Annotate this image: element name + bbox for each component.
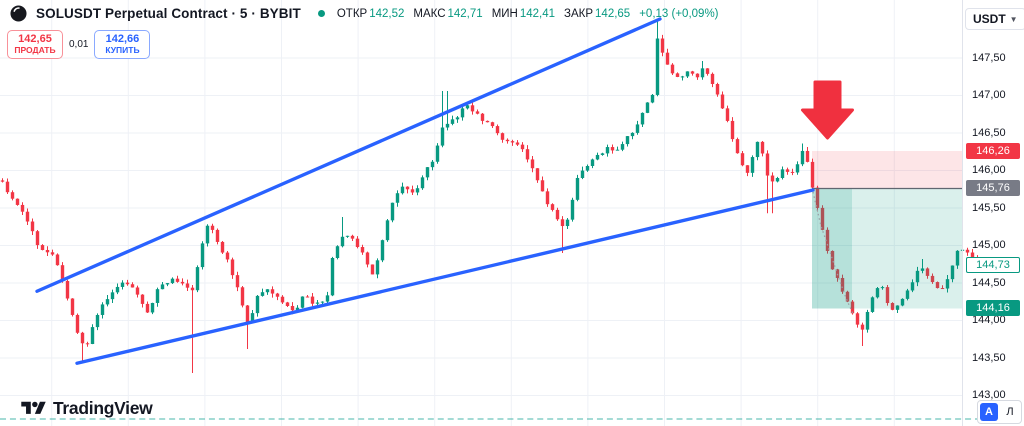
session-baseline [0, 418, 981, 420]
sell-button[interactable]: 142,65 ПРОДАТЬ [7, 30, 63, 59]
short-position-zones[interactable] [812, 151, 962, 309]
low-label: МИН [491, 7, 518, 20]
axis-tick-label: 145,00 [972, 239, 1006, 251]
low-value: 142,41 [519, 7, 556, 20]
currency-label: USDT [973, 12, 1006, 26]
tradingview-brand: TradingView [21, 398, 153, 419]
chevron-down-icon: ▼ [1009, 14, 1018, 24]
buy-label: КУПИТЬ [105, 44, 140, 55]
sell-price: 142,65 [18, 33, 52, 46]
symbol-title[interactable]: SOLUSDT Perpetual Contract · 5 · BYBIT [36, 6, 301, 21]
axis-tick-label: 144,50 [972, 276, 1006, 289]
red-arrow-down-icon[interactable] [801, 80, 854, 140]
buy-price: 142,66 [105, 33, 140, 46]
axis-tick-label: 146,00 [972, 164, 1006, 176]
currency-dropdown[interactable]: USDT ▼ [965, 8, 1024, 30]
entry-price-badge: 145,76 [966, 180, 1020, 196]
axis-tick-label: 143,50 [972, 351, 1006, 364]
sell-label: ПРОДАТЬ [14, 44, 56, 55]
brand-name: TradingView [53, 398, 153, 418]
chart-header: SOLUSDT Perpetual Contract · 5 · BYBIT О… [10, 5, 719, 22]
close-value: 142,65 [595, 7, 631, 20]
high-value: 142,71 [447, 7, 483, 20]
trade-panel: 142,65 ПРОДАТЬ 0,01 142,66 КУПИТЬ [7, 30, 151, 59]
log-scale-toggle[interactable]: Л [1001, 403, 1019, 421]
spread-value: 0,01 [69, 39, 89, 50]
axis-tick-label: 147,00 [972, 89, 1006, 101]
ohlc-legend: ОТКР 142,52 МАКС 142,71 МИН 142,41 ЗАКР 142,… [337, 8, 719, 20]
open-label: ОТКР [336, 7, 368, 20]
stop-price-badge: 146,26 [966, 142, 1020, 159]
auto-scale-toggle[interactable]: А [980, 403, 998, 421]
axis-tick-label: 144,00 [972, 314, 1006, 326]
axis-tick-label: 147,50 [972, 51, 1006, 64]
high-label: МАКС [413, 7, 446, 20]
last-price-badge: 144,73 [966, 257, 1020, 274]
chart-grid [0, 0, 963, 426]
axis-tick-label: 143,00 [972, 389, 1006, 401]
close-label: ЗАКР [564, 7, 594, 20]
symbol-logo-icon [10, 5, 27, 22]
change-value: +0,13 (+0,09%) [639, 7, 719, 20]
target-price-badge: 144,16 [966, 300, 1020, 316]
buy-button[interactable]: 142,66 КУПИТЬ [94, 30, 151, 59]
candles [0, 19, 980, 373]
tradingview-logo-icon [21, 401, 46, 414]
price-axis[interactable]: USDT ▼ 147,50 147,00 146,50 146,00 145,50 145… [963, 0, 1024, 426]
axis-tick-label: 145,50 [972, 201, 1006, 214]
axis-tick-label: 146,50 [972, 126, 1006, 139]
trendlines[interactable] [35, 17, 815, 365]
market-status-icon [317, 10, 325, 17]
scale-toggles: А Л [977, 400, 1022, 424]
open-value: 142,52 [369, 7, 405, 20]
